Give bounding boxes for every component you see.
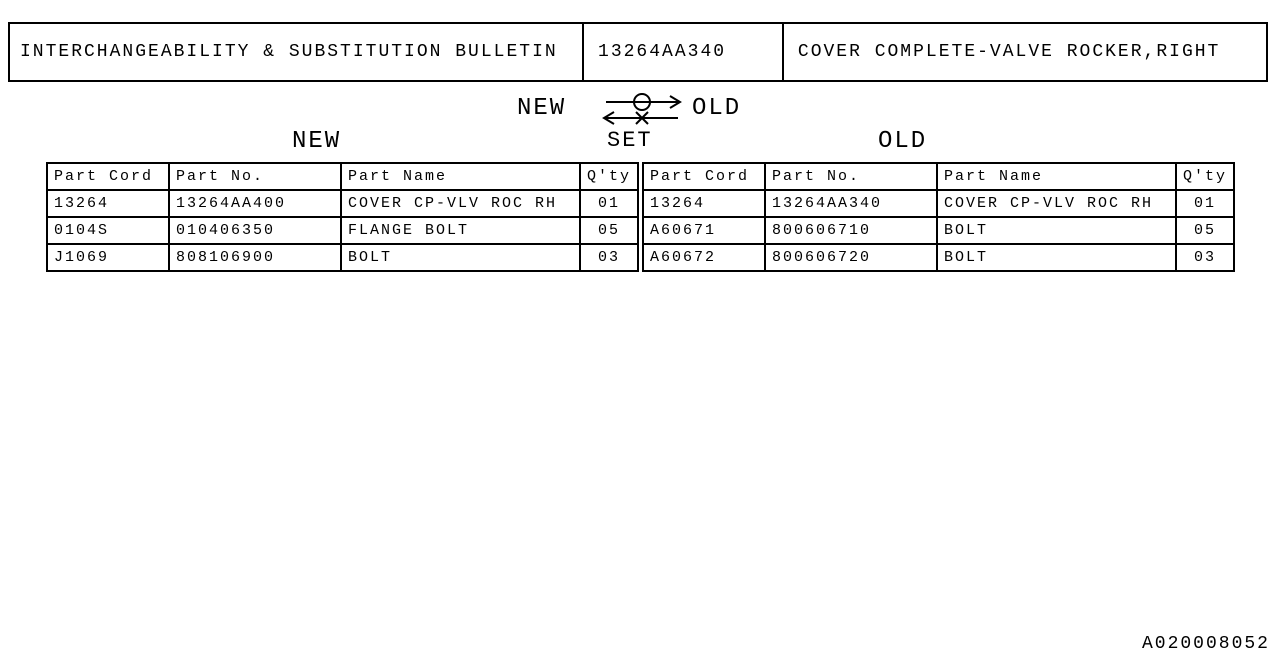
old-parts-table: Part Cord Part No. Part Name Q'ty 132641… <box>642 162 1235 272</box>
col-header-part-name: Part Name <box>341 163 580 190</box>
cell-cord: A60671 <box>643 217 765 244</box>
cell-cord: J1069 <box>47 244 169 271</box>
table-row: 0104S010406350FLANGE BOLT05 <box>47 217 638 244</box>
new-section-label: NEW <box>292 128 341 155</box>
col-header-part-name: Part Name <box>937 163 1176 190</box>
cell-no: 800606710 <box>765 217 937 244</box>
cell-qty: 03 <box>1176 244 1234 271</box>
tables-container: Part Cord Part No. Part Name Q'ty 132641… <box>46 162 1280 272</box>
cell-no: 800606720 <box>765 244 937 271</box>
header-title: INTERCHANGEABILITY & SUBSTITUTION BULLET… <box>9 23 583 81</box>
col-header-part-cord: Part Cord <box>643 163 765 190</box>
col-header-qty: Q'ty <box>580 163 638 190</box>
table-row: A60671800606710BOLT05 <box>643 217 1234 244</box>
header-part-number: 13264AA340 <box>583 23 783 81</box>
col-header-qty: Q'ty <box>1176 163 1234 190</box>
cell-name: COVER CP-VLV ROC RH <box>937 190 1176 217</box>
header-table: INTERCHANGEABILITY & SUBSTITUTION BULLET… <box>8 22 1268 82</box>
cell-qty: 03 <box>580 244 638 271</box>
cell-name: FLANGE BOLT <box>341 217 580 244</box>
cell-no: 808106900 <box>169 244 341 271</box>
new-parts-table: Part Cord Part No. Part Name Q'ty 132641… <box>46 162 639 272</box>
cell-qty: 01 <box>1176 190 1234 217</box>
cell-cord: 0104S <box>47 217 169 244</box>
section-labels-row: NEW SET OLD <box>0 128 1280 162</box>
table-row: A60672800606720BOLT03 <box>643 244 1234 271</box>
table-row: 1326413264AA400COVER CP-VLV ROC RH01 <box>47 190 638 217</box>
diagram-old-label: OLD <box>692 95 741 122</box>
header-description: COVER COMPLETE-VALVE ROCKER,RIGHT <box>783 23 1267 81</box>
cell-qty: 01 <box>580 190 638 217</box>
interchange-arrows-icon <box>600 88 690 132</box>
col-header-part-no: Part No. <box>765 163 937 190</box>
col-header-part-cord: Part Cord <box>47 163 169 190</box>
cell-name: BOLT <box>937 244 1176 271</box>
cell-no: 13264AA400 <box>169 190 341 217</box>
set-label: SET <box>607 128 653 153</box>
cell-name: BOLT <box>341 244 580 271</box>
table-row: J1069808106900BOLT03 <box>47 244 638 271</box>
cell-no: 13264AA340 <box>765 190 937 217</box>
col-header-part-no: Part No. <box>169 163 341 190</box>
table-row: 1326413264AA340COVER CP-VLV ROC RH01 <box>643 190 1234 217</box>
diagram-new-label: NEW <box>517 95 566 122</box>
old-section-label: OLD <box>878 128 927 155</box>
cell-qty: 05 <box>580 217 638 244</box>
cell-cord: 13264 <box>47 190 169 217</box>
cell-cord: 13264 <box>643 190 765 217</box>
cell-name: BOLT <box>937 217 1176 244</box>
table-header-row: Part Cord Part No. Part Name Q'ty <box>47 163 638 190</box>
diagram-row: NEW OLD <box>0 88 1280 128</box>
cell-qty: 05 <box>1176 217 1234 244</box>
cell-cord: A60672 <box>643 244 765 271</box>
table-header-row: Part Cord Part No. Part Name Q'ty <box>643 163 1234 190</box>
cell-name: COVER CP-VLV ROC RH <box>341 190 580 217</box>
footer-code: A020008052 <box>1142 634 1270 654</box>
cell-no: 010406350 <box>169 217 341 244</box>
